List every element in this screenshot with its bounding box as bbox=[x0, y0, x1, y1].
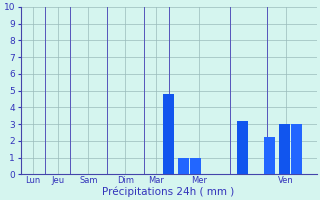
Bar bbox=[178, 158, 189, 174]
Bar bbox=[264, 137, 275, 174]
Bar bbox=[190, 158, 201, 174]
Bar bbox=[163, 94, 174, 174]
Bar bbox=[279, 124, 290, 174]
X-axis label: Précipitations 24h ( mm ): Précipitations 24h ( mm ) bbox=[102, 186, 235, 197]
Bar bbox=[291, 124, 302, 174]
Bar bbox=[237, 121, 248, 174]
